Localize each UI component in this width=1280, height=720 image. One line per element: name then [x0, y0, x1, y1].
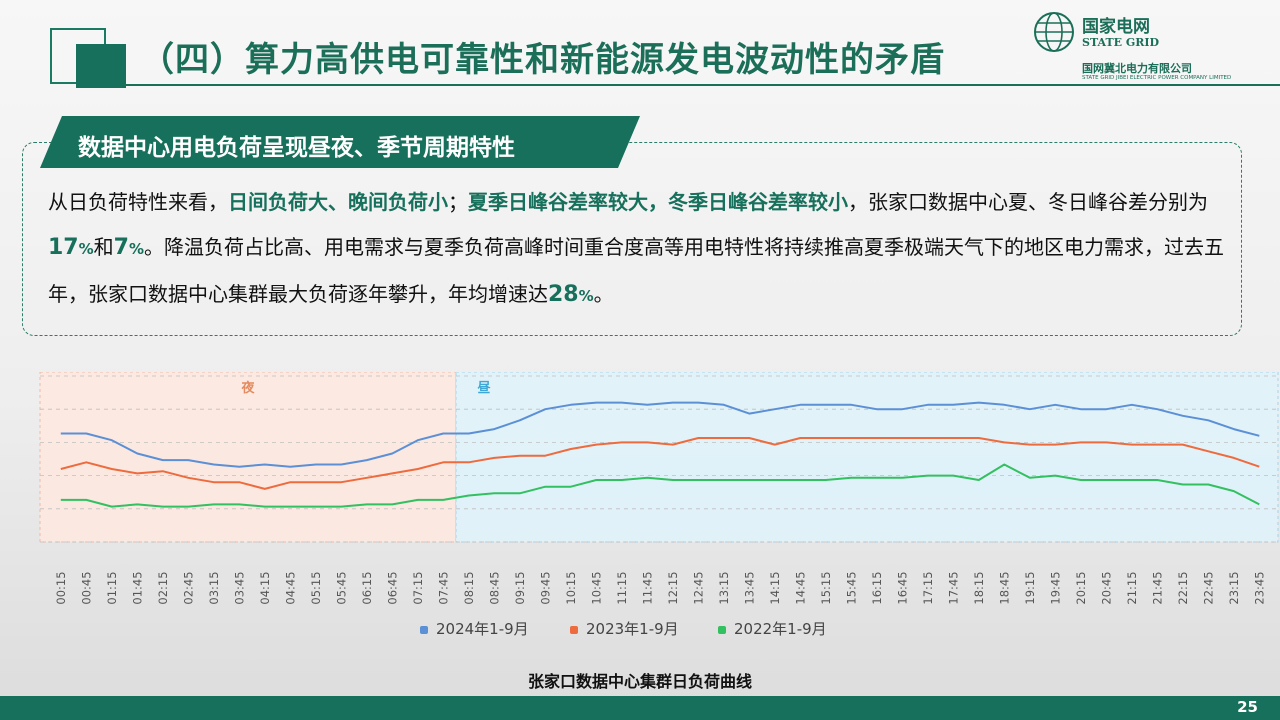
- x-tick-label: 16:15: [870, 571, 884, 604]
- x-tick-label: 11:15: [615, 571, 629, 604]
- highlight-text: 夏季日峰谷差率较大，冬季日峰谷差率较小: [468, 190, 848, 214]
- x-tick-label: 16:45: [895, 571, 909, 604]
- x-tick-label: 22:15: [1176, 571, 1190, 604]
- text-segment: 。降温负荷占比高、用电需求与夏季负荷高峰时间重合度高等用电特性将持续推高夏季极端…: [48, 235, 1224, 306]
- text-segment: ，张家口数据中心夏、冬日峰谷差分别为: [848, 190, 1208, 214]
- legend-swatch: [718, 625, 726, 634]
- highlight-number: 28: [548, 282, 579, 307]
- legend-item[interactable]: 2022年1-9月: [718, 618, 827, 642]
- percent-sign: %: [78, 240, 94, 258]
- logo-cn-text: 国家电网: [1082, 17, 1150, 37]
- x-tick-label: 19:15: [1023, 571, 1037, 604]
- chart-legend: 2024年1-9月 2023年1-9月 2022年1-9月: [420, 618, 940, 642]
- x-tick-label: 09:15: [513, 571, 527, 604]
- footer-bar: [0, 696, 1280, 720]
- time-band: [455, 372, 1279, 543]
- logo-company-en: STATE GRID JIBEI ELECTRIC POWER COMPANY …: [1082, 75, 1232, 81]
- page-number: 25: [1237, 698, 1258, 716]
- highlight-number: 17: [48, 235, 79, 260]
- callout-box: [22, 142, 1242, 336]
- x-tick-label: 19:45: [1048, 571, 1062, 604]
- x-tick-label: 04:45: [283, 571, 297, 604]
- series-line: [60, 437, 1260, 490]
- x-tick-label: 07:45: [436, 571, 450, 604]
- highlight-text: 日间负荷大、晚间负荷小: [228, 190, 448, 214]
- x-tick-label: 00:15: [54, 571, 68, 604]
- x-tick-label: 03:15: [207, 571, 221, 604]
- x-tick-label: 01:45: [130, 571, 144, 604]
- x-tick-label: 15:15: [819, 571, 833, 604]
- x-tick-label: 03:45: [232, 571, 246, 604]
- x-tick-label: 04:15: [258, 571, 272, 604]
- x-tick-label: 00:45: [79, 571, 93, 604]
- x-tick-label: 05:45: [334, 571, 348, 604]
- band-label: 昼: [477, 380, 490, 396]
- x-tick-label: 12:15: [666, 571, 680, 604]
- legend-label: 2024年1-9月: [436, 620, 529, 638]
- legend-item[interactable]: 2024年1-9月: [420, 618, 529, 642]
- x-tick-label: 14:15: [768, 571, 782, 604]
- text-segment: 从日负荷特性来看，: [48, 190, 228, 214]
- x-tick-label: 23:45: [1252, 571, 1266, 604]
- state-grid-logo: 国家电网 STATE GRID 国网冀北电力有限公司 STATE GRID JI…: [1028, 8, 1280, 84]
- logo-company-cn: 国网冀北电力有限公司: [1082, 62, 1192, 75]
- x-tick-label: 10:15: [564, 571, 578, 604]
- text-segment: ；: [448, 190, 468, 214]
- x-tick-label: 06:15: [360, 571, 374, 604]
- x-tick-label: 02:45: [181, 571, 195, 604]
- x-tick-label: 18:45: [997, 571, 1011, 604]
- percent-sign: %: [578, 287, 594, 305]
- x-tick-label: 13:15: [717, 571, 731, 604]
- callout-heading: 数据中心用电负荷呈现昼夜、季节周期特性: [78, 135, 515, 161]
- x-tick-label: 13:45: [742, 571, 756, 604]
- x-tick-label: 02:15: [156, 571, 170, 604]
- x-tick-label: 06:45: [385, 571, 399, 604]
- title-deco-fill: [76, 44, 126, 88]
- chart-canvas: 夜 昼 00:15 00:45 01:15 01:45 02:15 02:45 03:15 03:…: [39, 372, 1279, 605]
- globe-icon: [1034, 12, 1074, 52]
- highlight-number: 7: [113, 235, 129, 260]
- legend-label: 2023年1-9月: [586, 620, 679, 638]
- x-tick-label: 18:15: [972, 571, 986, 604]
- x-tick-label: 01:15: [105, 571, 119, 604]
- x-tick-label: 20:15: [1074, 571, 1088, 604]
- x-tick-label: 09:45: [538, 571, 552, 604]
- x-tick-label: 08:15: [462, 571, 476, 604]
- x-tick-label: 10:45: [589, 571, 603, 604]
- chart-caption: 张家口数据中心集群日负荷曲线: [527, 672, 752, 691]
- page-title: （四）算力高供电可靠性和新能源发电波动性的矛盾: [140, 40, 945, 80]
- percent-sign: %: [128, 240, 144, 258]
- band-label: 夜: [240, 380, 255, 396]
- time-band: [39, 372, 457, 543]
- legend-item[interactable]: 2023年1-9月: [570, 618, 679, 642]
- legend-label: 2022年1-9月: [734, 620, 827, 638]
- x-tick-label: 21:45: [1150, 571, 1164, 604]
- series-line: [60, 463, 1260, 508]
- callout-paragraph: 从日负荷特性来看，日间负荷大、晚间负荷小；夏季日峰谷差率较大，冬季日峰谷差率较小…: [48, 180, 1224, 319]
- title-divider: [124, 84, 1280, 86]
- text-segment: 和: [93, 235, 114, 259]
- x-tick-label: 05:15: [309, 571, 323, 604]
- x-tick-label: 17:45: [946, 571, 960, 604]
- x-tick-label: 12:45: [691, 571, 705, 604]
- legend-swatch: [420, 625, 428, 634]
- text-segment: 。: [593, 282, 614, 306]
- x-tick-label: 15:45: [844, 571, 858, 604]
- x-tick-label: 14:45: [793, 571, 807, 604]
- load-curve-chart: 夜 昼 00:15 00:45 01:15 01:45 02:15 02:45 03:15 03:…: [36, 372, 1280, 634]
- x-tick-label: 08:45: [487, 571, 501, 604]
- legend-swatch: [570, 625, 578, 634]
- x-tick-label: 07:15: [411, 571, 425, 604]
- x-tick-label: 23:15: [1227, 571, 1241, 604]
- logo-en-text: STATE GRID: [1082, 36, 1160, 49]
- x-tick-label: 11:45: [640, 571, 654, 604]
- x-tick-label: 17:15: [921, 571, 935, 604]
- x-tick-label: 22:45: [1201, 571, 1215, 604]
- x-tick-label: 21:15: [1125, 571, 1139, 604]
- x-tick-label: 20:45: [1099, 571, 1113, 604]
- series-line: [60, 401, 1260, 468]
- callout-header-bar: [40, 116, 640, 168]
